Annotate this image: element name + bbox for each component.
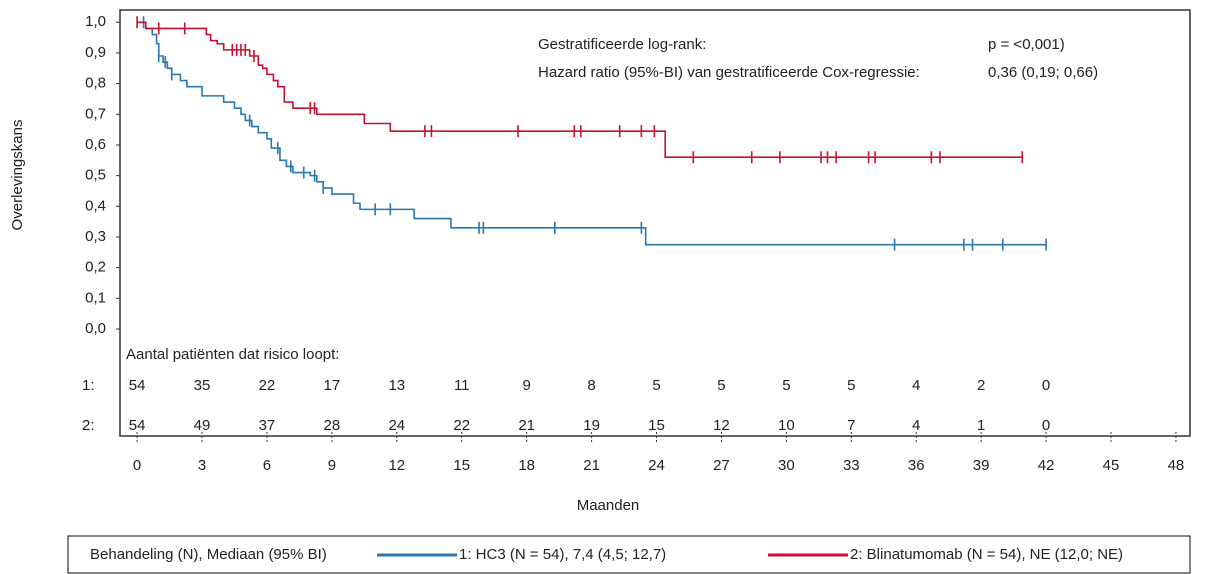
risk-count: 15 xyxy=(648,417,665,434)
risk-count: 8 xyxy=(587,377,595,394)
annotation-value: 0,36 (0,19; 0,66) xyxy=(988,64,1098,81)
risk-count: 21 xyxy=(518,417,535,434)
y-tick-label: 0,3 xyxy=(85,228,106,245)
y-tick-label: 0,4 xyxy=(85,197,106,214)
annotation: Gestratificeerde log-rank: xyxy=(538,36,706,53)
y-tick-label: 0,7 xyxy=(85,105,106,122)
x-axis-label: Maanden xyxy=(577,497,640,514)
risk-count: 54 xyxy=(129,417,146,434)
y-tick-label: 0,1 xyxy=(85,289,106,306)
risk-count: 10 xyxy=(778,417,795,434)
y-tick-label: 0,0 xyxy=(85,320,106,337)
x-tick-label: 24 xyxy=(648,457,665,474)
risk-count: 17 xyxy=(324,377,341,394)
risk-count: 1 xyxy=(977,417,985,434)
x-tick-label: 36 xyxy=(908,457,925,474)
annotation: Hazard ratio (95%-BI) van gestratificeer… xyxy=(538,64,920,81)
risk-count: 7 xyxy=(847,417,855,434)
y-tick-label: 0,9 xyxy=(85,44,106,61)
y-tick-label: 0,8 xyxy=(85,75,106,92)
risk-count: 19 xyxy=(583,417,600,434)
x-tick-label: 3 xyxy=(198,457,206,474)
survival-curve xyxy=(137,21,1047,246)
y-tick-label: 0,5 xyxy=(85,167,106,184)
legend-frame xyxy=(67,535,1191,574)
risk-count: 49 xyxy=(194,417,211,434)
risk-count: 5 xyxy=(717,377,725,394)
risk-row-label: 2: xyxy=(82,417,95,434)
x-tick-label: 9 xyxy=(328,457,336,474)
x-tick-label: 48 xyxy=(1168,457,1185,474)
x-tick-label: 18 xyxy=(518,457,535,474)
survival-curve xyxy=(137,21,1023,159)
x-tick-label: 30 xyxy=(778,457,795,474)
legend-label: 2: Blinatumomab (N = 54), NE (12,0; NE) xyxy=(850,546,1123,563)
risk-row-label: 1: xyxy=(82,377,95,394)
risk-count: 5 xyxy=(782,377,790,394)
risk-count: 2 xyxy=(977,377,985,394)
risk-count: 22 xyxy=(259,377,276,394)
x-tick-label: 39 xyxy=(973,457,990,474)
legend-label: 1: HC3 (N = 54), 7,4 (4,5; 12,7) xyxy=(459,546,666,563)
risk-count: 28 xyxy=(324,417,341,434)
y-tick-label: 0,6 xyxy=(85,136,106,153)
risk-table-title: Aantal patiënten dat risico loopt: xyxy=(126,346,339,363)
x-tick-label: 21 xyxy=(583,457,600,474)
x-tick-label: 42 xyxy=(1038,457,1055,474)
risk-count: 5 xyxy=(652,377,660,394)
risk-count: 0 xyxy=(1042,417,1050,434)
x-tick-label: 45 xyxy=(1103,457,1120,474)
x-tick-label: 12 xyxy=(388,457,405,474)
risk-count: 37 xyxy=(259,417,276,434)
x-tick-label: 6 xyxy=(263,457,271,474)
risk-count: 9 xyxy=(522,377,530,394)
y-tick-label: 0,2 xyxy=(85,259,106,276)
y-tick-label: 1,0 xyxy=(85,13,106,30)
x-tick-label: 15 xyxy=(453,457,470,474)
y-axis-label: Overlevingskans xyxy=(9,120,26,231)
legend-title: Behandeling (N), Mediaan (95% BI) xyxy=(90,546,327,563)
risk-count: 5 xyxy=(847,377,855,394)
x-tick-label: 27 xyxy=(713,457,730,474)
plot-frame xyxy=(119,9,1191,437)
x-tick-label: 0 xyxy=(133,457,141,474)
risk-count: 54 xyxy=(129,377,146,394)
annotation-value: p = <0,001) xyxy=(988,36,1065,53)
risk-count: 24 xyxy=(388,417,405,434)
risk-count: 4 xyxy=(912,377,920,394)
x-tick-label: 33 xyxy=(843,457,860,474)
risk-count: 22 xyxy=(453,417,470,434)
risk-count: 13 xyxy=(388,377,405,394)
risk-count: 4 xyxy=(912,417,920,434)
risk-count: 0 xyxy=(1042,377,1050,394)
risk-count: 11 xyxy=(454,377,470,394)
risk-count: 35 xyxy=(194,377,211,394)
risk-count: 12 xyxy=(713,417,730,434)
